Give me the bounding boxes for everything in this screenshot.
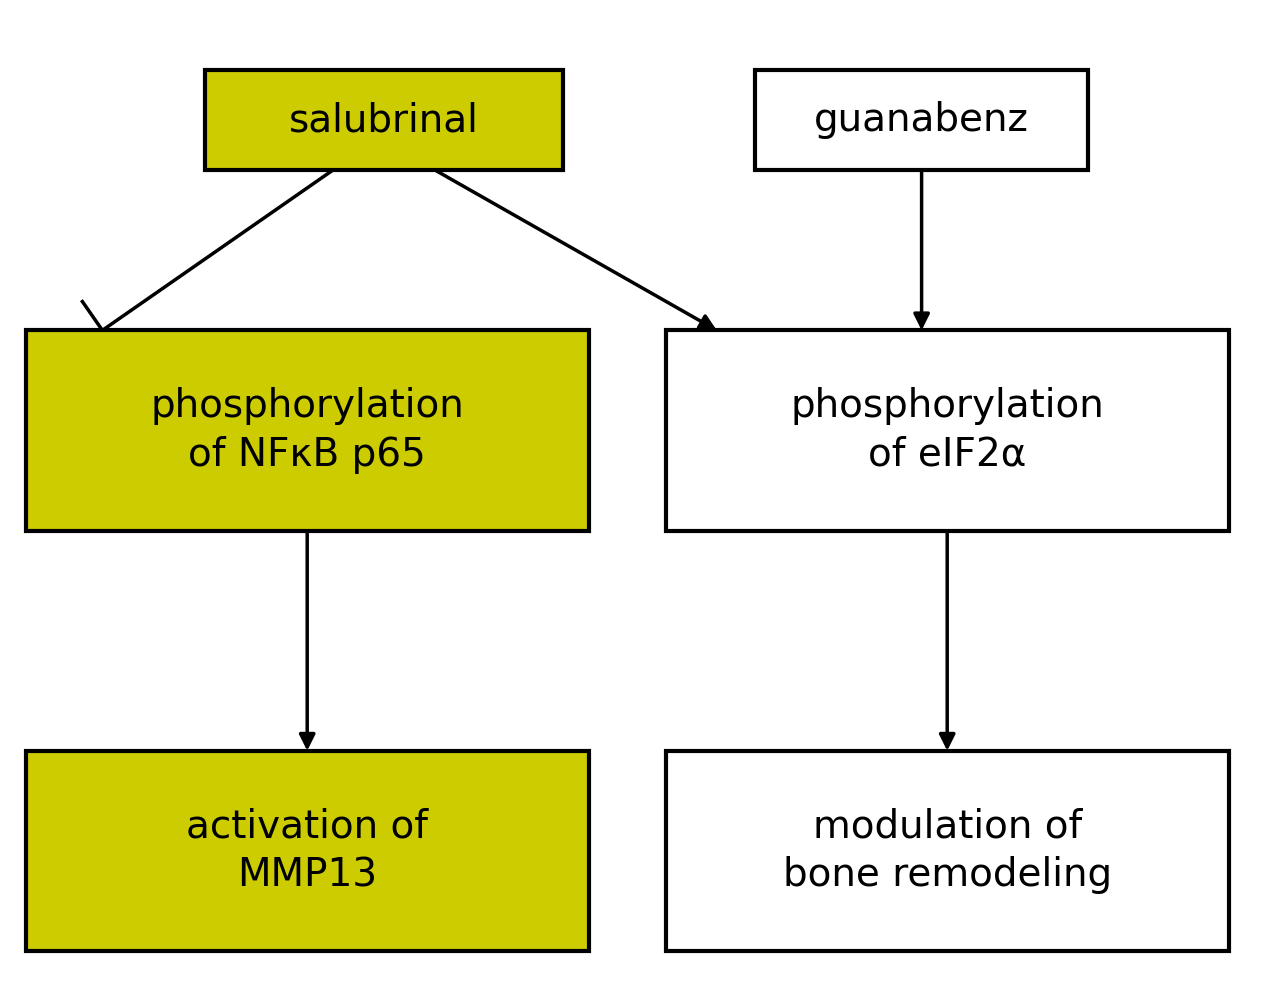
FancyBboxPatch shape bbox=[666, 330, 1229, 531]
Text: salubrinal: salubrinal bbox=[289, 101, 479, 139]
Text: modulation of
bone remodeling: modulation of bone remodeling bbox=[782, 808, 1112, 894]
Text: activation of
MMP13: activation of MMP13 bbox=[186, 808, 429, 894]
FancyBboxPatch shape bbox=[205, 70, 563, 170]
FancyBboxPatch shape bbox=[666, 751, 1229, 951]
FancyBboxPatch shape bbox=[26, 330, 589, 531]
Text: guanabenz: guanabenz bbox=[814, 101, 1029, 139]
FancyBboxPatch shape bbox=[26, 751, 589, 951]
Text: phosphorylation
of eIF2α: phosphorylation of eIF2α bbox=[790, 387, 1105, 473]
FancyBboxPatch shape bbox=[755, 70, 1088, 170]
Text: phosphorylation
of NFκB p65: phosphorylation of NFκB p65 bbox=[150, 387, 465, 473]
